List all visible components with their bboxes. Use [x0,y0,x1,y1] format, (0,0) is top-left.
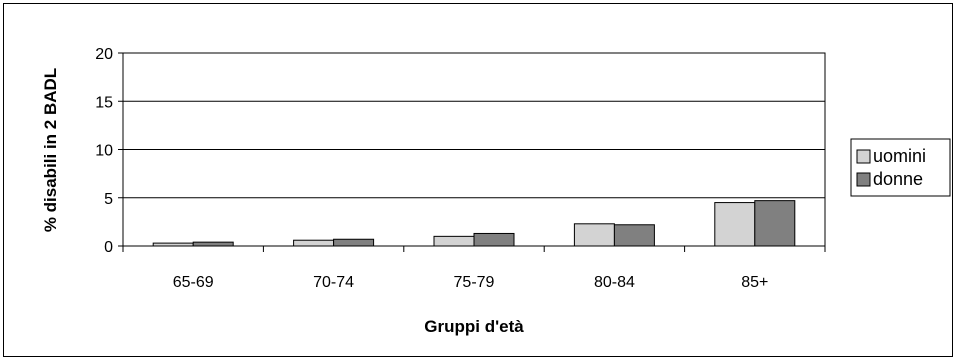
y-axis-title: % disabili in 2 BADL [41,68,60,232]
legend: uomini donne [850,138,951,197]
y-tick-label-20: 20 [95,46,113,63]
y-tick-label-5: 5 [104,191,113,208]
bar-uomini-75-79 [433,235,475,247]
x-tick-label-75-79: 75-79 [454,274,495,291]
x-tick-label-85+: 85+ [741,274,768,291]
x-tick-label-70-74: 70-74 [313,274,354,291]
y-tick-label-0: 0 [104,239,113,256]
x-tick-label-65-69: 65-69 [173,274,214,291]
legend-swatch-uomini [856,149,871,164]
x-axis-title: Gruppi d'età [424,317,524,336]
bar-donne-70-74 [333,238,375,247]
bar-donne-65-69 [192,241,234,247]
legend-label-donne: donne [873,169,923,189]
bar-uomini-85+ [714,202,756,247]
y-tick-labels: 0 5 10 15 20 [95,46,113,256]
bar-uomini-70-74 [293,239,335,247]
y-tick-label-15: 15 [95,94,113,111]
y-tick-label-10: 10 [95,143,113,160]
bar-donne-80-84 [613,224,655,247]
axes-group [118,52,826,252]
legend-label-uomini: uomini [873,146,926,166]
gridlines [123,52,825,199]
x-tick-label-80-84: 80-84 [594,274,635,291]
bar-uomini-80-84 [573,223,615,247]
bars-group [152,200,796,247]
legend-swatch-donne [856,172,871,187]
bar-donne-85+ [754,200,796,247]
bar-donne-75-79 [473,232,515,247]
x-tick-labels: 65-69 70-74 75-79 80-84 85+ [173,274,769,291]
